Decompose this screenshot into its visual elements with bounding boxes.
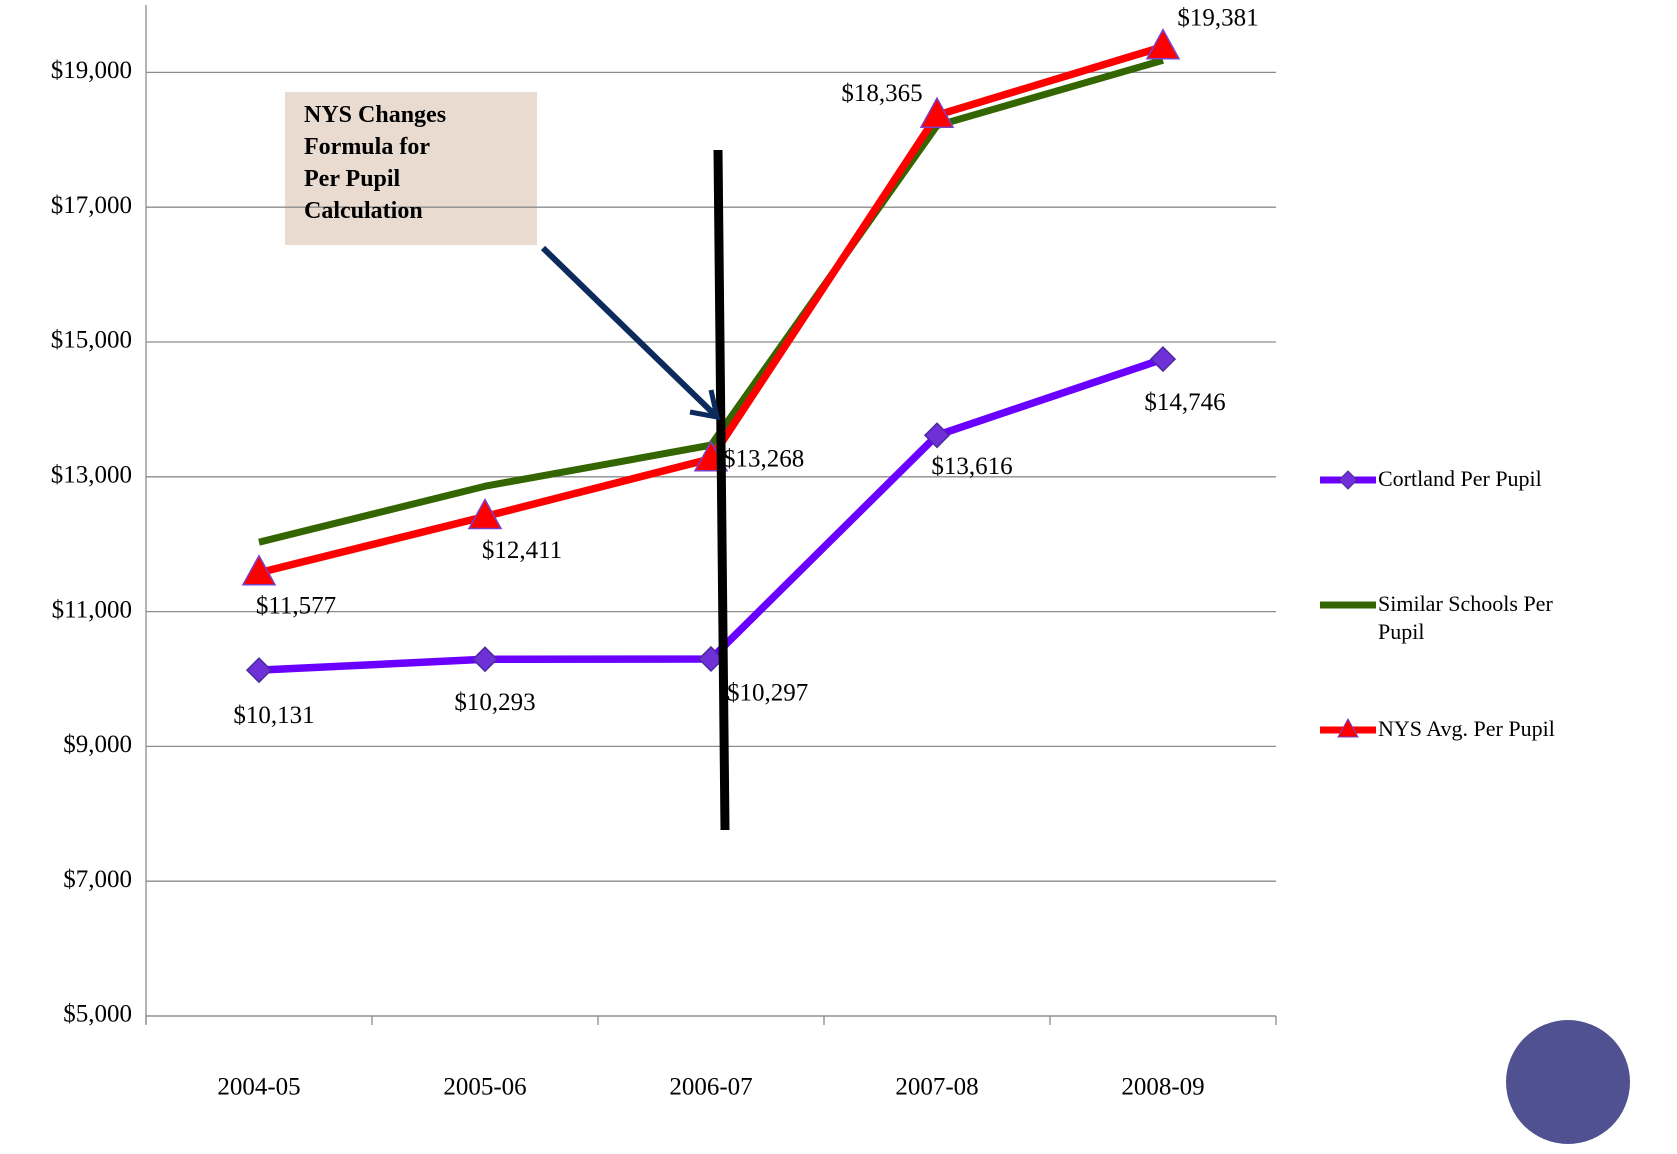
marker	[919, 96, 955, 128]
decoration-circle	[1506, 1020, 1630, 1144]
x-tick-label: 2006-07	[669, 1074, 752, 1101]
annotation-box	[285, 92, 537, 245]
data-label: $13,268	[723, 445, 804, 472]
y-tick-label: $19,000	[51, 57, 132, 84]
legend-label: Similar Schools Per Pupil	[1378, 591, 1553, 644]
marker	[467, 497, 503, 530]
marker	[241, 554, 277, 586]
marker	[471, 646, 499, 673]
arrow-shaft	[540, 245, 717, 417]
formula-change-line	[713, 149, 730, 831]
series-line	[258, 355, 1165, 674]
arrow-head	[689, 389, 721, 421]
x-tick-label: 2005-06	[443, 1074, 526, 1101]
marker	[1145, 28, 1181, 60]
y-tick-label: $17,000	[51, 192, 132, 219]
data-label: $10,297	[727, 680, 808, 707]
data-label: $19,381	[1177, 4, 1258, 31]
data-label: $10,131	[233, 702, 314, 729]
data-label: $14,746	[1144, 389, 1225, 416]
annotation-line: NYS Changes	[304, 102, 447, 128]
annotation-line: Formula for	[304, 134, 430, 160]
legend-marker	[1337, 717, 1359, 738]
data-label: $18,365	[841, 80, 922, 107]
y-tick-label: $15,000	[51, 327, 132, 354]
data-label: $11,577	[256, 592, 336, 619]
annotation-line: Per Pupil	[304, 166, 401, 192]
data-label: $10,293	[454, 689, 535, 716]
x-tick-label: 2007-08	[895, 1074, 978, 1101]
y-tick-label: $9,000	[63, 731, 132, 758]
legend-label: NYS Avg. Per Pupil	[1378, 716, 1555, 741]
x-tick-label: 2004-05	[217, 1074, 300, 1101]
y-tick-label: $11,000	[52, 596, 132, 623]
data-label: $12,411	[482, 537, 562, 564]
y-tick-label: $5,000	[63, 1001, 132, 1028]
marker	[1149, 346, 1177, 373]
y-tick-label: $7,000	[63, 866, 132, 893]
annotation-line: Calculation	[304, 198, 423, 224]
x-tick-label: 2008-09	[1121, 1074, 1204, 1101]
marker	[245, 657, 273, 684]
data-label: $13,616	[931, 453, 1012, 480]
legend-label: Cortland Per Pupil	[1378, 466, 1542, 491]
y-tick-label: $13,000	[51, 462, 132, 489]
legend-marker	[1338, 470, 1358, 490]
marker	[923, 422, 951, 449]
